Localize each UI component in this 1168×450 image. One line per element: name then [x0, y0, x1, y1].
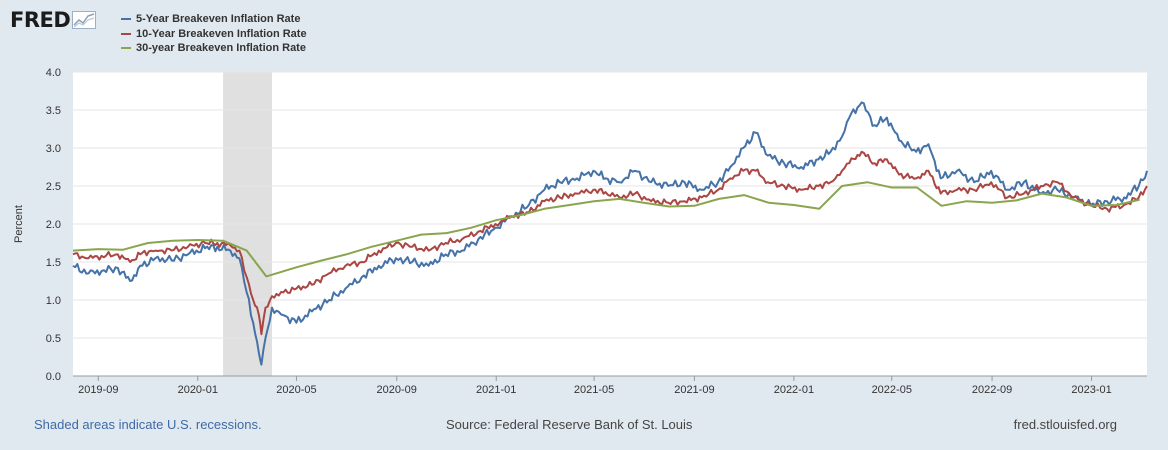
x-tick-label: 2022-09: [972, 384, 1012, 396]
x-tick-label: 2019-09: [78, 384, 118, 396]
series-line-5yr: [72, 101, 1148, 366]
site-url: fred.stlouisfed.org: [1013, 417, 1117, 432]
x-tick-label: 2020-09: [377, 384, 417, 396]
x-tick-label: 2022-01: [774, 384, 814, 396]
fred-graph-icon: [72, 11, 97, 29]
x-tick-label: 2020-05: [276, 384, 316, 396]
y-tick-label: 1.5: [46, 257, 61, 269]
x-tick-label: 2021-01: [476, 384, 516, 396]
chart-legend: 5-Year Breakeven Inflation Rate 10-Year …: [121, 12, 307, 56]
y-tick-label: 3.5: [46, 105, 61, 117]
legend-label-10yr: 10-Year Breakeven Inflation Rate: [136, 27, 307, 40]
x-tick-label: 2020-01: [178, 384, 218, 396]
series-layer: [72, 101, 1148, 366]
x-tick-label: 2021-05: [574, 384, 614, 396]
legend-swatch-30yr: [121, 47, 131, 50]
legend-swatch-5yr: [121, 18, 131, 21]
recession-note-link[interactable]: Shaded areas indicate U.S. recessions.: [34, 417, 262, 432]
logo-text: FRED: [10, 8, 71, 32]
y-tick-label: 0.0: [46, 371, 61, 383]
series-line-10yr: [72, 150, 1148, 336]
source-text: Source: Federal Reserve Bank of St. Loui…: [446, 417, 693, 432]
x-tick-label: 2023-01: [1071, 384, 1111, 396]
legend-item-10yr[interactable]: 10-Year Breakeven Inflation Rate: [121, 27, 307, 42]
fred-logo[interactable]: FRED: [10, 8, 97, 32]
y-tick-label: 2.0: [46, 219, 61, 231]
y-tick-label: 1.0: [46, 295, 61, 307]
legend-swatch-10yr: [121, 32, 131, 35]
series-line-30yr: [72, 181, 1140, 278]
y-tick-label: 4.0: [46, 67, 61, 79]
x-tick-label: 2022-05: [872, 384, 912, 396]
y-tick-label: 3.0: [46, 143, 61, 155]
x-tick-label: 2021-09: [674, 384, 714, 396]
legend-item-5yr[interactable]: 5-Year Breakeven Inflation Rate: [121, 12, 307, 27]
x-axis-ticks: 2019-09 2020-01 2020-05 2020-09 2021-01 2021-…: [78, 376, 1112, 396]
legend-label-5yr: 5-Year Breakeven Inflation Rate: [136, 13, 301, 26]
grid-layer: [73, 71, 1147, 339]
y-axis-label: Percent: [13, 205, 25, 243]
y-tick-label: 0.5: [46, 333, 61, 345]
y-axis-ticks: 0.0 0.5 1.0 1.5 2.0 2.5 3.0 3.5 4.0: [46, 67, 61, 383]
legend-label-30yr: 30-year Breakeven Inflation Rate: [136, 42, 306, 55]
y-tick-label: 2.5: [46, 181, 61, 193]
legend-item-30yr[interactable]: 30-year Breakeven Inflation Rate: [121, 41, 307, 56]
